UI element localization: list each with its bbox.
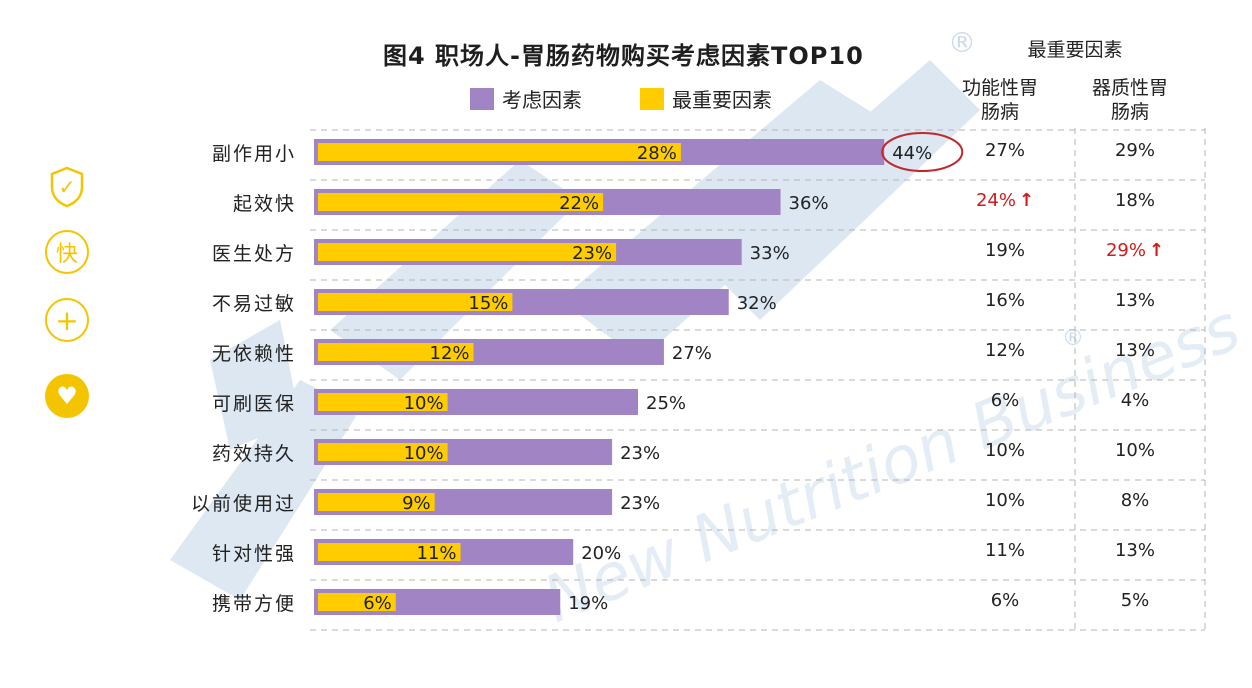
heart-glyph: ♥ <box>56 382 78 410</box>
chart-title: 图4 职场人-胃肠药物购买考虑因素TOP10 <box>383 42 864 70</box>
table-cell: 27% <box>984 140 1025 161</box>
table-cell: 18% <box>1114 190 1155 211</box>
category-label: 无依赖性 <box>211 343 296 365</box>
data-label-most-important: 22% <box>559 193 599 214</box>
bar-most-important <box>318 543 461 561</box>
table-cell: 19% <box>984 240 1025 261</box>
data-label-most-important: 15% <box>468 293 508 314</box>
legend-swatch-consider <box>470 87 494 110</box>
table-col-header-organic: 器质性胃肠病 <box>1091 77 1168 123</box>
table-cell: 8% <box>1120 490 1150 511</box>
data-label-consider: 27% <box>672 343 712 364</box>
table-cell: 16% <box>984 290 1025 311</box>
bar-most-important <box>318 393 448 411</box>
legend-most-important: 最重要因素 <box>640 84 772 113</box>
legend-swatch-most-important <box>640 87 664 110</box>
table-cell: 10% <box>984 490 1025 511</box>
data-label-most-important: 10% <box>404 393 444 414</box>
legend-consider: 考虑因素 <box>470 84 582 113</box>
data-label-consider: 23% <box>620 443 660 464</box>
table-col-header-functional: 功能性胃肠病 <box>961 77 1038 123</box>
category-label: 不易过敏 <box>211 293 296 315</box>
table-cell: 10% <box>984 440 1025 461</box>
table-cell: 6% <box>990 390 1020 411</box>
table-cell: 10% <box>1114 440 1155 461</box>
category-label: 药效持久 <box>211 443 296 465</box>
data-label-consider: 25% <box>646 393 686 414</box>
data-label-most-important: 6% <box>363 593 392 614</box>
data-label-most-important: 10% <box>404 443 444 464</box>
bar-most-important <box>318 493 435 511</box>
up-arrow-icon: ↑ <box>1018 190 1035 211</box>
table-cell: 13% <box>1114 540 1155 561</box>
table-cell: 6% <box>990 590 1020 611</box>
table-cell: 29% ↑ <box>1105 240 1165 261</box>
kuai-glyph: 快 <box>55 242 78 267</box>
category-label: 以前使用过 <box>190 493 296 515</box>
table-cell: 11% <box>984 540 1025 561</box>
data-label-consider: 36% <box>789 193 829 214</box>
plus-circle-icon[interactable]: + <box>45 298 89 342</box>
bar-most-important <box>318 193 604 211</box>
shield-check-icon[interactable]: ✓ <box>45 165 89 209</box>
data-label-most-important: 12% <box>430 343 470 364</box>
bar-most-important <box>318 143 681 161</box>
table-cell: 13% <box>1114 290 1155 311</box>
data-label-most-important: 11% <box>417 543 457 564</box>
data-label-most-important: 9% <box>402 493 431 514</box>
data-label-consider: 19% <box>568 593 608 614</box>
data-label-consider: 44% <box>892 143 932 164</box>
bar-most-important <box>318 343 474 361</box>
bar-most-important <box>318 243 617 261</box>
category-label: 携带方便 <box>211 593 296 615</box>
legend-label-consider: 考虑因素 <box>502 88 582 112</box>
bar-most-important <box>318 293 513 311</box>
data-label-consider: 20% <box>581 543 621 564</box>
category-label: 起效快 <box>232 193 296 215</box>
svg-text:✓: ✓ <box>59 175 76 199</box>
data-label-most-important: 28% <box>637 143 677 164</box>
plus-glyph: + <box>55 303 79 337</box>
category-label: 针对性强 <box>211 543 296 565</box>
data-label-consider: 23% <box>620 493 660 514</box>
data-label-consider: 32% <box>737 293 777 314</box>
up-arrow-icon: ↑ <box>1148 240 1165 261</box>
bar-most-important <box>318 443 448 461</box>
data-label-consider: 33% <box>750 243 790 264</box>
legend-label-most-important: 最重要因素 <box>672 88 772 112</box>
kuai-badge-icon[interactable]: 快 <box>45 230 89 274</box>
table-cell: 29% <box>1114 140 1155 161</box>
highlight-circle <box>881 132 964 172</box>
table-cell: 24% ↑ <box>975 190 1035 211</box>
category-label: 副作用小 <box>211 143 296 165</box>
category-label: 医生处方 <box>211 243 296 265</box>
table-cell: 4% <box>1120 390 1150 411</box>
table-cell: 5% <box>1120 590 1150 611</box>
bar-most-important <box>318 593 396 611</box>
table-cell: 12% <box>984 340 1025 361</box>
table-cell: 13% <box>1114 340 1155 361</box>
heart-circle-icon[interactable]: ♥ <box>45 374 89 418</box>
category-label: 可刷医保 <box>211 393 296 415</box>
data-label-most-important: 23% <box>572 243 612 264</box>
table-group-header: 最重要因素 <box>1027 39 1123 61</box>
